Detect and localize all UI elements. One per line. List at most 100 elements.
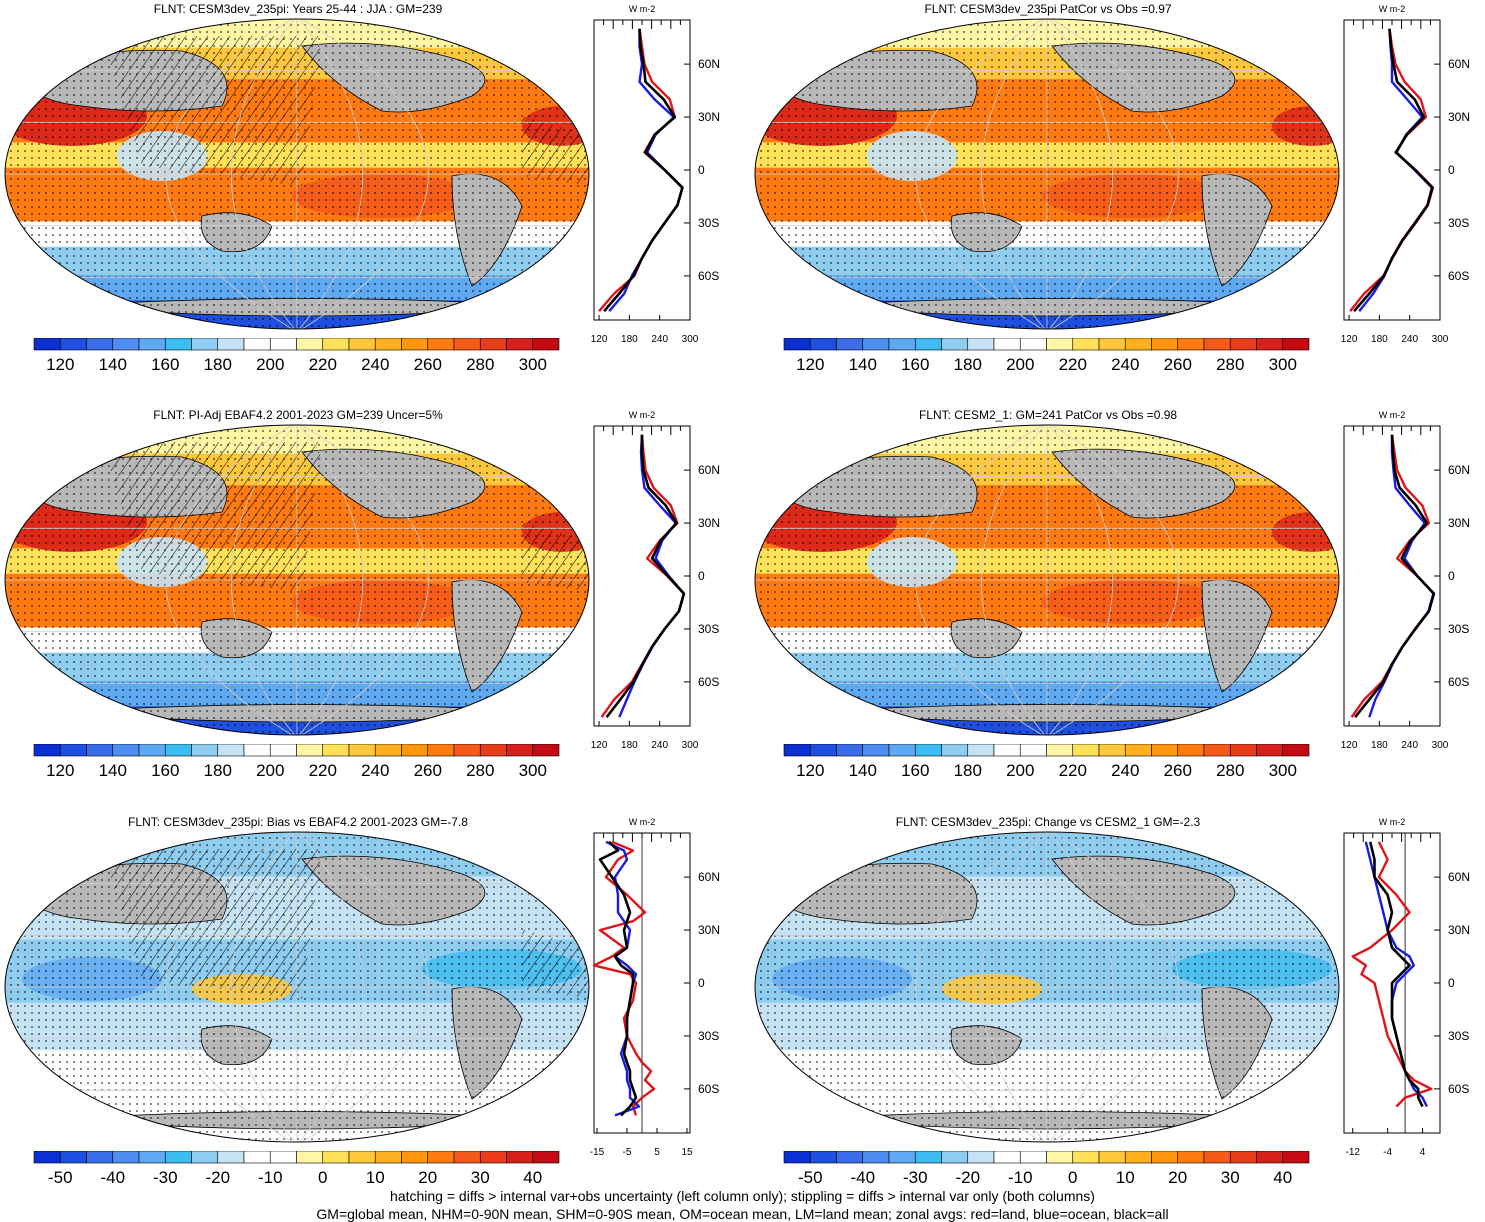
colorbar-swatch — [506, 1151, 534, 1164]
colorbar-swatch — [86, 744, 114, 757]
colorbar-swatch — [941, 338, 969, 351]
colorbar-swatch — [1124, 744, 1152, 757]
colorbar-swatch — [862, 744, 890, 757]
zonal-x-tick-label: 120 — [1341, 334, 1358, 345]
zonal-unit-label: W m-2 — [1379, 410, 1406, 420]
graticule-lon — [165, 425, 298, 735]
zonal-series-blue — [608, 28, 684, 312]
colorbar-swatch — [296, 744, 324, 757]
zonal-lat-tick-label: 60S — [698, 269, 719, 283]
zonal-mean-plot: W m-2 120 180 240 300 60N 30N 0 30S 60S — [591, 4, 720, 345]
zonal-x-tick-label: 300 — [682, 334, 699, 345]
colorbar-swatch — [914, 1151, 942, 1164]
colorbar-swatch — [401, 1151, 429, 1164]
graticule-lon — [296, 832, 364, 1142]
colorbar-swatch — [1256, 744, 1284, 757]
colorbar-swatch — [967, 744, 995, 757]
zonal-lat-tick-label: 30S — [1448, 216, 1469, 230]
graticule-lon — [296, 19, 429, 329]
colorbar-swatch — [191, 744, 219, 757]
colorbar-tick-label: 220 — [1059, 761, 1087, 780]
graticule-lon — [1046, 425, 1114, 735]
colorbar-swatch — [374, 338, 402, 351]
colorbar-swatch — [941, 744, 969, 757]
colorbar-swatch — [453, 1151, 481, 1164]
colorbar-tick-label: 220 — [309, 355, 337, 374]
colorbar-swatch — [783, 338, 811, 351]
colorbar-swatch — [506, 338, 534, 351]
colorbar-tick-label: 30 — [471, 1168, 490, 1187]
zonal-series-blue — [605, 840, 641, 1117]
map-field — [5, 19, 589, 329]
zonal-x-tick-label: -5 — [623, 1147, 632, 1158]
colorbar-swatch — [401, 338, 429, 351]
zonal-lat-tick-label: 60S — [1448, 675, 1469, 689]
colorbar-tick-label: 260 — [414, 761, 442, 780]
colorbar-tick-label: 180 — [204, 355, 232, 374]
colorbar-tick-label: 300 — [1269, 761, 1297, 780]
graticule-lon — [230, 425, 298, 735]
colorbar-tick-label: 30 — [1221, 1168, 1240, 1187]
colorbar-tick-label: 200 — [1006, 355, 1034, 374]
colorbar-tick-label: -20 — [205, 1168, 230, 1187]
colorbar-swatch — [836, 1151, 864, 1164]
colorbar-swatch — [1177, 744, 1205, 757]
colorbar-swatch — [1046, 744, 1074, 757]
graticule-lon — [296, 425, 364, 735]
colorbar-swatch — [1019, 744, 1047, 757]
zonal-x-tick-label: 240 — [651, 334, 668, 345]
zonal-x-tick-label: -12 — [1346, 1147, 1361, 1158]
colorbar-tick-label: 120 — [796, 761, 824, 780]
colorbar-swatch — [86, 1151, 114, 1164]
colorbar-swatch — [1177, 1151, 1205, 1164]
map-border — [4, 831, 590, 1143]
graticule-lon — [230, 19, 298, 329]
colorbar-swatch — [888, 338, 916, 351]
colorbar-swatch — [1072, 338, 1100, 351]
colorbar-swatch — [1203, 744, 1231, 757]
colorbar-swatch — [348, 744, 376, 757]
zonal-lat-tick-label: 60N — [698, 463, 720, 477]
colorbar-swatch — [348, 338, 376, 351]
zonal-series-black — [598, 840, 638, 1117]
colorbar-swatch — [783, 744, 811, 757]
graticule-lon — [296, 425, 429, 735]
zonal-mean-plot: W m-2 120 180 240 300 60N 30N 0 30S 60S — [1341, 410, 1470, 751]
zonal-lat-tick-label: 60N — [1448, 57, 1470, 71]
colorbar: 120140160180200220240260280300320 — [783, 338, 1310, 374]
colorbar-swatch — [138, 338, 166, 351]
zonal-lat-tick-label: 30S — [698, 1029, 719, 1043]
map-title: FLNT: CESM3dev_235pi: Years 25-44 : JJA … — [153, 2, 443, 16]
colorbar-swatch — [296, 338, 324, 351]
map-border — [4, 424, 590, 736]
colorbar-tick-label: 180 — [954, 355, 982, 374]
colorbar-swatch — [269, 338, 297, 351]
colorbar-swatch — [427, 1151, 455, 1164]
map-title: FLNT: CESM3dev_235pi: Change vs CESM2_1 … — [895, 815, 1201, 829]
robinson-map — [754, 18, 1340, 330]
colorbar-swatch — [914, 338, 942, 351]
colorbar-tick-label: 280 — [1216, 355, 1244, 374]
zonal-lat-tick-label: 60N — [1448, 463, 1470, 477]
graticule-lon — [1046, 425, 1179, 735]
colorbar-swatch — [888, 1151, 916, 1164]
zonal-lat-tick-label: 0 — [698, 976, 705, 990]
colorbar-swatch — [941, 1151, 969, 1164]
hatching — [522, 522, 589, 592]
colorbar-tick-label: 220 — [309, 761, 337, 780]
colorbar-tick-label: -30 — [153, 1168, 178, 1187]
colorbar-tick-label: 260 — [1164, 355, 1192, 374]
colorbar-swatch — [112, 338, 140, 351]
colorbar-swatch — [1124, 1151, 1152, 1164]
zonal-lat-tick-label: 60S — [698, 1082, 719, 1096]
colorbar-tick-label: -20 — [955, 1168, 980, 1187]
colorbar-tick-label: 200 — [256, 355, 284, 374]
zonal-lat-tick-label: 30N — [1448, 110, 1470, 124]
zonal-lat-tick-label: 30N — [1448, 516, 1470, 530]
colorbar-tick-label: 140 — [849, 355, 877, 374]
colorbar-tick-label: -50 — [48, 1168, 73, 1187]
colorbar-swatch — [322, 744, 350, 757]
colorbar-tick-label: 300 — [1269, 355, 1297, 374]
map-title: FLNT: CESM3dev_235pi PatCor vs Obs =0.97 — [924, 2, 1172, 16]
zonal-x-tick-label: 240 — [1401, 334, 1418, 345]
